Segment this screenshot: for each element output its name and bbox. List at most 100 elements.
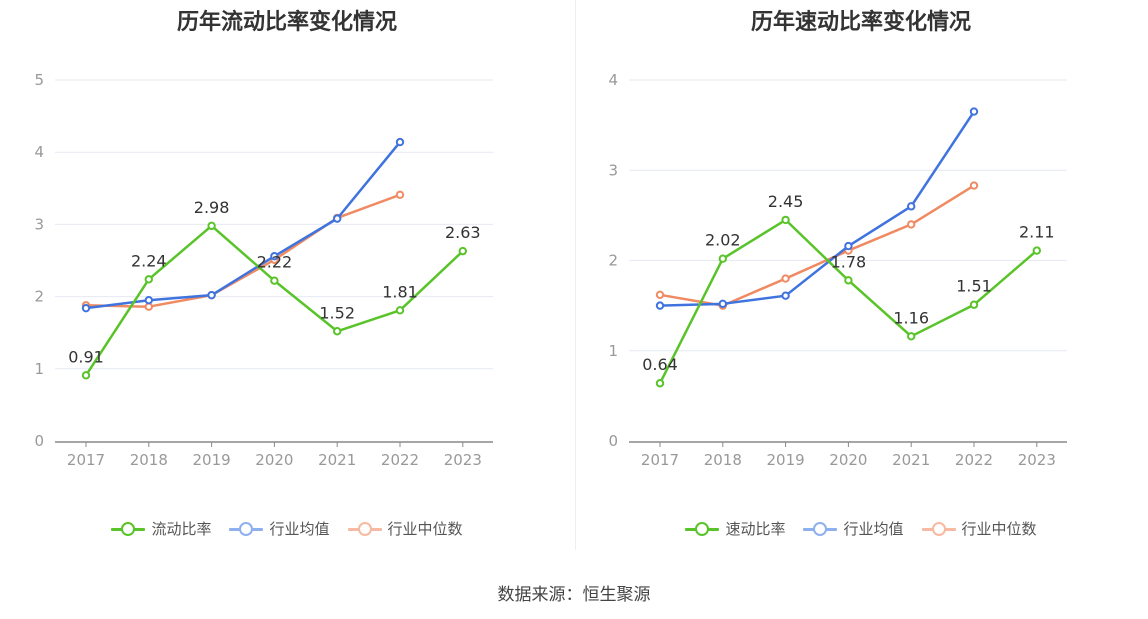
data-label: 1.78 bbox=[831, 252, 867, 271]
data-point-avg[interactable] bbox=[144, 296, 154, 305]
x-tick-label: 2023 bbox=[444, 451, 482, 469]
circle-line-icon bbox=[921, 521, 956, 536]
quick-ratio-chart: 0 1 2 3 4 2017 2018 2019 2020 2021 2022 2023 0.64 2.0… bbox=[608, 71, 1067, 469]
data-label: 0.91 bbox=[68, 347, 104, 366]
data-point-median[interactable] bbox=[144, 302, 154, 311]
x-tick-label: 2021 bbox=[318, 451, 356, 469]
panel-divider bbox=[575, 0, 576, 550]
data-label: 1.81 bbox=[382, 282, 418, 301]
data-point-avg[interactable] bbox=[207, 290, 216, 300]
x-tick-label: 2020 bbox=[829, 451, 867, 469]
y-tick-label: 0 bbox=[34, 432, 44, 450]
data-label: 2.22 bbox=[257, 253, 293, 272]
data-point-avg[interactable] bbox=[969, 107, 979, 116]
data-point-avg[interactable] bbox=[333, 214, 342, 223]
data-point-primary[interactable] bbox=[781, 215, 790, 225]
data-label: 2.02 bbox=[705, 231, 741, 250]
data-label: 2.11 bbox=[1019, 223, 1055, 242]
data-point-median[interactable] bbox=[395, 190, 405, 199]
data-label: 2.98 bbox=[194, 198, 230, 217]
legend-label: 流动比率 bbox=[151, 520, 212, 538]
circle-line-icon bbox=[685, 521, 720, 536]
quick-ratio-panel: 历年速动比率变化情况 0 1 2 3 4 2017 2018 2019 2020 2021 2022… bbox=[574, 0, 1148, 560]
data-point-median[interactable] bbox=[655, 290, 665, 299]
data-label: 2.45 bbox=[768, 192, 804, 211]
legend-item-industry-average[interactable]: 行业均值 bbox=[803, 518, 904, 539]
y-tick-label: 4 bbox=[608, 71, 618, 89]
y-tick-label: 1 bbox=[608, 342, 618, 360]
data-point-avg[interactable] bbox=[718, 299, 728, 309]
legend-label: 行业均值 bbox=[843, 520, 904, 538]
y-tick-label: 3 bbox=[34, 215, 44, 233]
data-point-median[interactable] bbox=[907, 220, 916, 229]
x-tick-label: 2022 bbox=[381, 451, 419, 469]
legend-item-industry-median[interactable]: 行业中位数 bbox=[921, 518, 1037, 539]
legend-item-industry-median[interactable]: 行业中位数 bbox=[347, 518, 463, 539]
data-point-avg[interactable] bbox=[395, 137, 405, 147]
circle-line-icon bbox=[229, 521, 264, 536]
legend-item-current-ratio[interactable]: 流动比率 bbox=[111, 518, 211, 539]
y-tick-label: 2 bbox=[34, 288, 44, 306]
series-line-median bbox=[85, 193, 401, 308]
data-point-primary[interactable] bbox=[907, 332, 916, 341]
data-label: 1.52 bbox=[319, 303, 355, 322]
y-tick-label: 3 bbox=[608, 161, 618, 179]
x-tick-label: 2020 bbox=[255, 451, 293, 469]
x-tick-label: 2022 bbox=[955, 451, 993, 469]
data-point-primary[interactable] bbox=[969, 300, 979, 309]
data-point-median[interactable] bbox=[781, 274, 790, 283]
x-tick-label: 2019 bbox=[767, 451, 805, 469]
x-tick-label: 2018 bbox=[130, 451, 168, 469]
y-tick-label: 0 bbox=[608, 432, 618, 450]
circle-line-icon bbox=[803, 521, 838, 536]
data-label: 0.64 bbox=[642, 355, 678, 374]
legend: 流动比率 行业均值 行业中位数 bbox=[0, 518, 574, 539]
data-point-avg[interactable] bbox=[844, 241, 853, 251]
x-tick-label: 2018 bbox=[704, 451, 742, 469]
data-point-avg[interactable] bbox=[781, 291, 790, 300]
circle-line-icon bbox=[347, 521, 382, 536]
data-point-primary[interactable] bbox=[395, 306, 405, 315]
data-point-avg[interactable] bbox=[81, 303, 91, 313]
data-point-primary[interactable] bbox=[844, 276, 853, 285]
data-point-primary[interactable] bbox=[144, 275, 154, 284]
data-point-avg[interactable] bbox=[655, 301, 665, 310]
chart-title: 历年速动比率变化情况 bbox=[750, 10, 971, 35]
current-ratio-chart: 0 1 2 3 4 5 2017 2018 2019 2020 2021 2022 2023 0.91 2.… bbox=[34, 71, 493, 469]
data-point-primary[interactable] bbox=[458, 246, 467, 256]
series-line-avg bbox=[659, 110, 976, 307]
data-label: 1.16 bbox=[893, 308, 929, 327]
data-point-primary[interactable] bbox=[1032, 246, 1041, 255]
data-label: 2.63 bbox=[445, 223, 481, 242]
x-tick-label: 2019 bbox=[193, 451, 231, 469]
legend-label: 行业中位数 bbox=[387, 520, 463, 538]
y-tick-label: 2 bbox=[608, 252, 618, 270]
data-point-primary[interactable] bbox=[270, 276, 279, 285]
x-tick-label: 2023 bbox=[1018, 451, 1056, 469]
data-point-primary[interactable] bbox=[81, 371, 91, 380]
data-point-primary[interactable] bbox=[718, 254, 728, 263]
data-point-primary[interactable] bbox=[333, 327, 342, 336]
legend: 速动比率 行业均值 行业中位数 bbox=[574, 518, 1148, 539]
series-line-avg bbox=[85, 141, 401, 310]
data-source-note: 数据来源：恒生聚源 bbox=[497, 585, 651, 605]
legend-item-industry-average[interactable]: 行业均值 bbox=[229, 518, 330, 539]
data-point-median[interactable] bbox=[969, 181, 979, 190]
data-label: 1.51 bbox=[956, 277, 992, 296]
x-tick-label: 2017 bbox=[67, 451, 105, 469]
legend-label: 速动比率 bbox=[725, 520, 786, 538]
x-tick-label: 2017 bbox=[641, 451, 679, 469]
data-point-primary[interactable] bbox=[207, 221, 216, 231]
x-tick-label: 2021 bbox=[892, 451, 930, 469]
y-tick-label: 1 bbox=[34, 360, 44, 378]
data-point-avg[interactable] bbox=[270, 251, 279, 261]
chart-title: 历年流动比率变化情况 bbox=[176, 10, 397, 35]
legend-label: 行业均值 bbox=[269, 520, 330, 538]
data-point-primary[interactable] bbox=[655, 379, 665, 388]
data-point-avg[interactable] bbox=[907, 202, 916, 211]
data-label: 2.24 bbox=[131, 251, 167, 270]
y-tick-label: 5 bbox=[34, 71, 44, 89]
current-ratio-panel: 历年流动比率变化情况 0 1 2 3 4 5 2017 2018 2019 2020 2021 202… bbox=[0, 0, 574, 560]
legend-label: 行业中位数 bbox=[961, 520, 1037, 538]
legend-item-quick-ratio[interactable]: 速动比率 bbox=[685, 518, 785, 539]
